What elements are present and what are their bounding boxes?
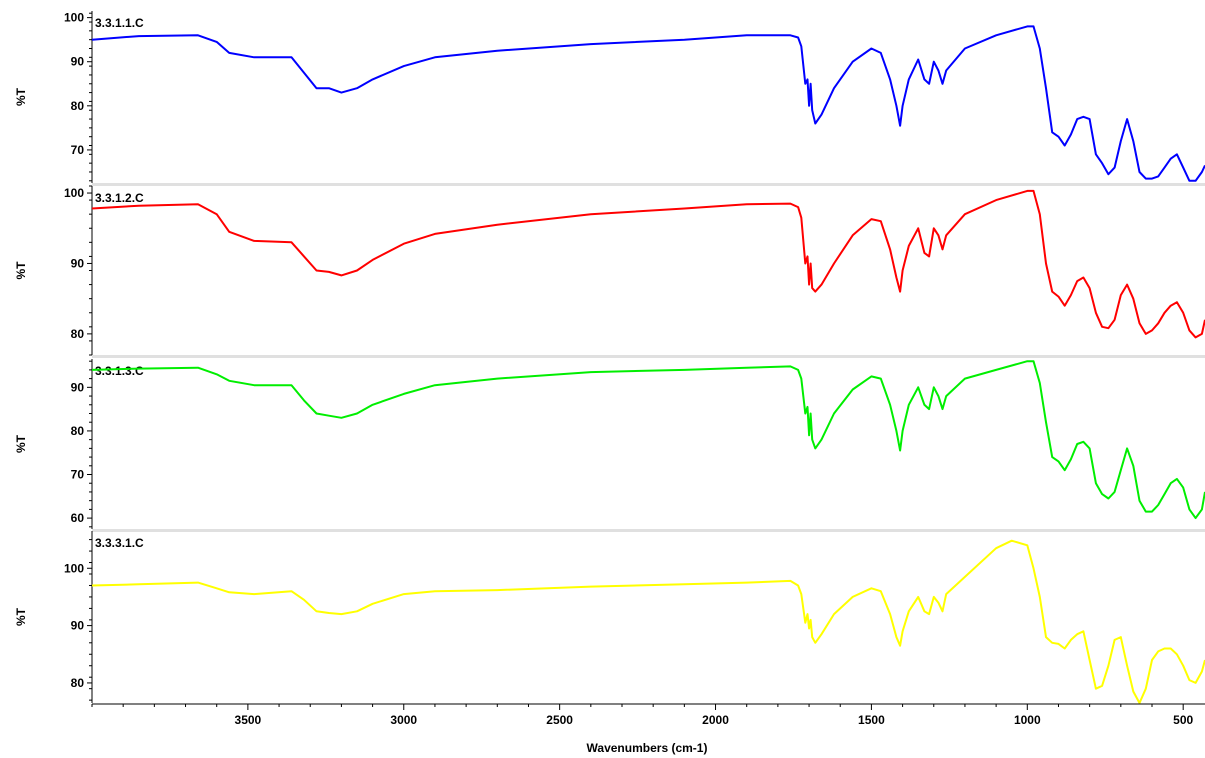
spectrum-line [91, 539, 1205, 704]
panel-title: 3.3.3.1.C [95, 536, 144, 550]
spectrum-line [91, 189, 1205, 339]
panel-2: 100 90 80 %T 3.3.1.2.C [14, 185, 1205, 358]
x-tick-label: 1500 [858, 713, 885, 727]
y-axis-title: %T [14, 261, 28, 280]
x-tick-label: 1000 [1014, 713, 1041, 727]
x-tick-label: 3500 [235, 713, 262, 727]
spectrum-line [91, 25, 1205, 182]
y-tick-label: 70 [71, 468, 85, 482]
y-axis-title: %T [14, 87, 28, 106]
x-tick-label: 2000 [702, 713, 729, 727]
y-tick-label: 80 [71, 99, 85, 113]
y-tick-label: 90 [71, 256, 85, 270]
y-tick-label: 70 [71, 143, 85, 157]
y-axis-title: %T [14, 434, 28, 453]
y-tick-label: 60 [71, 511, 85, 525]
x-tick-label: 500 [1173, 713, 1193, 727]
y-tick-label: 100 [64, 11, 84, 25]
y-tick-label: 90 [71, 380, 85, 394]
x-axis: 3500 3000 2500 2000 1500 1000 500 [91, 703, 1205, 727]
y-tick-label: 90 [71, 619, 85, 633]
panel-4: 100 90 80 %T 3.3.3.1.C [14, 531, 1205, 704]
y-tick-label: 80 [71, 327, 85, 341]
panel-separator [92, 183, 1205, 186]
y-axis-title: %T [14, 607, 28, 626]
x-tick-label: 3000 [390, 713, 417, 727]
panel-1: 100 90 80 70 %T 3.3.1.1.C [14, 11, 1205, 186]
x-tick-label: 2500 [546, 713, 573, 727]
panel-separator [92, 355, 1205, 358]
panel-title: 3.3.1.3.C [95, 364, 144, 378]
panel-title: 3.3.1.2.C [95, 191, 144, 205]
panel-separator [92, 529, 1205, 532]
y-tick-label: 80 [71, 676, 85, 690]
x-axis-title: Wavenumbers (cm-1) [587, 741, 708, 755]
spectra-panels: 100 90 80 70 %T 3.3.1.1.C 100 90 80 %T 3.3.1.2.C 90… [14, 11, 1205, 704]
panel-3: 90 80 70 60 %T 3.3.1.3.C [14, 359, 1205, 532]
y-tick-label: 90 [71, 55, 85, 69]
panel-title: 3.3.1.1.C [95, 16, 144, 30]
y-tick-label: 80 [71, 424, 85, 438]
y-tick-label: 100 [64, 561, 84, 575]
spectrum-line [91, 360, 1205, 520]
y-tick-label: 100 [64, 186, 84, 200]
